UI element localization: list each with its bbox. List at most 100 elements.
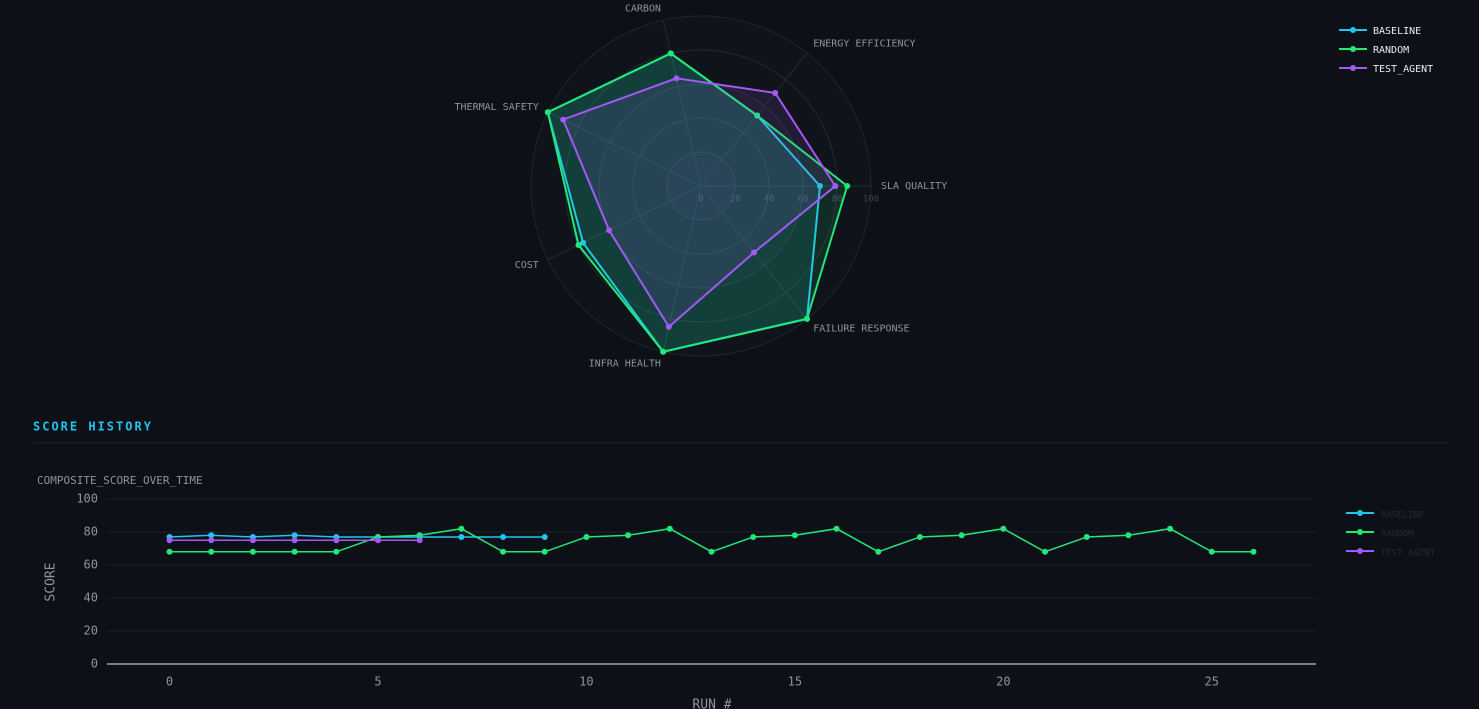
legend-label: RANDOM — [1381, 530, 1414, 540]
radar-point — [803, 315, 810, 322]
r-tick-label: 0 — [698, 195, 703, 205]
data-point — [791, 532, 798, 539]
radar-point — [750, 249, 757, 256]
axis-label: COST — [515, 260, 539, 271]
x-tick-label: 10 — [579, 675, 593, 689]
data-point — [1208, 548, 1215, 555]
legend-label: TEST_AGENT — [1373, 64, 1433, 75]
section-title: SCORE HISTORY — [33, 420, 153, 434]
data-point — [500, 533, 507, 540]
data-point — [625, 532, 632, 539]
radar-area — [561, 77, 837, 329]
radar-axis — [547, 185, 702, 261]
data-point — [416, 532, 423, 539]
radar-area — [546, 52, 849, 353]
y-tick-label: 60 — [84, 558, 98, 572]
radar-point — [673, 75, 680, 82]
data-point — [374, 537, 381, 544]
radar-point — [665, 323, 672, 330]
axis-label: SLA QUALITY — [881, 181, 947, 192]
r-tick-label: 80 — [832, 195, 843, 205]
data-point — [166, 537, 173, 544]
legend-dot — [1357, 510, 1363, 516]
axis-label: THERMAL SAFETY — [455, 102, 539, 113]
legend-label: RANDOM — [1373, 45, 1409, 56]
data-point — [541, 533, 548, 540]
radar-axis — [662, 20, 702, 187]
data-point — [1125, 532, 1132, 539]
data-point — [666, 525, 673, 532]
y-tick-label: 80 — [84, 525, 98, 539]
axis-label: ENERGY EFFICIENCY — [813, 39, 915, 50]
data-point — [291, 537, 298, 544]
radar-point — [832, 183, 839, 189]
radar-point — [817, 183, 823, 189]
radar-point — [667, 50, 674, 57]
radar-point — [575, 242, 582, 249]
data-point — [208, 537, 215, 544]
radar-point — [772, 89, 779, 96]
x-tick-label: 25 — [1205, 675, 1219, 689]
legend-dot — [1350, 65, 1356, 71]
x-tick-label: 15 — [788, 675, 802, 689]
radar-point — [580, 239, 587, 246]
data-point — [208, 532, 215, 539]
data-point — [458, 525, 465, 532]
legend-label: BASELINE — [1373, 26, 1421, 37]
data-point — [333, 537, 340, 544]
axis-label: CARBON — [625, 4, 661, 15]
r-tick-label: 100 — [863, 195, 879, 205]
legend-dot — [1357, 529, 1363, 535]
data-point — [1250, 548, 1257, 555]
x-axis-label: RUN # — [692, 698, 731, 709]
y-tick-label: 20 — [84, 624, 98, 638]
radar-point — [544, 109, 551, 116]
radar-axis — [700, 52, 808, 187]
data-point — [916, 533, 923, 540]
x-tick-label: 20 — [996, 675, 1010, 689]
radar-axis — [547, 111, 702, 187]
y-axis-label: SCORE — [44, 562, 59, 601]
x-tick-label: 0 — [166, 675, 173, 689]
y-tick-label: 0 — [91, 657, 98, 671]
data-point — [249, 537, 256, 544]
data-point — [291, 548, 298, 555]
x-tick-label: 5 — [374, 675, 381, 689]
r-tick-label: 20 — [730, 195, 741, 205]
axis-label: INFRA HEALTH — [589, 358, 661, 369]
legend-dot — [1357, 548, 1363, 554]
data-point — [833, 525, 840, 532]
data-point — [541, 548, 548, 555]
data-point — [750, 533, 757, 540]
data-point — [875, 548, 882, 555]
legend-dot — [1350, 46, 1356, 52]
data-point — [249, 548, 256, 555]
radar-point — [660, 348, 667, 355]
chart-title: COMPOSITE_SCORE_OVER_TIME — [37, 474, 203, 487]
data-point — [583, 533, 590, 540]
legend-label: BASELINE — [1381, 511, 1424, 521]
y-tick-label: 100 — [76, 492, 98, 506]
data-point — [1042, 548, 1049, 555]
data-point — [708, 548, 715, 555]
radar-point — [844, 183, 851, 189]
data-point — [1000, 525, 1007, 532]
data-point — [166, 548, 173, 555]
data-point — [958, 532, 965, 539]
data-point — [208, 548, 215, 555]
r-tick-label: 60 — [798, 195, 809, 205]
r-tick-label: 40 — [764, 195, 775, 205]
y-tick-label: 40 — [84, 591, 98, 605]
radar-point — [606, 227, 613, 234]
radar-point — [754, 112, 761, 119]
data-point — [1083, 533, 1090, 540]
data-point — [500, 548, 507, 555]
axis-label: FAILURE RESPONSE — [813, 323, 909, 334]
data-point — [333, 548, 340, 555]
data-point — [291, 532, 298, 539]
series-line — [169, 534, 545, 538]
data-point — [458, 533, 465, 540]
legend-label: TEST_AGENT — [1381, 549, 1436, 559]
